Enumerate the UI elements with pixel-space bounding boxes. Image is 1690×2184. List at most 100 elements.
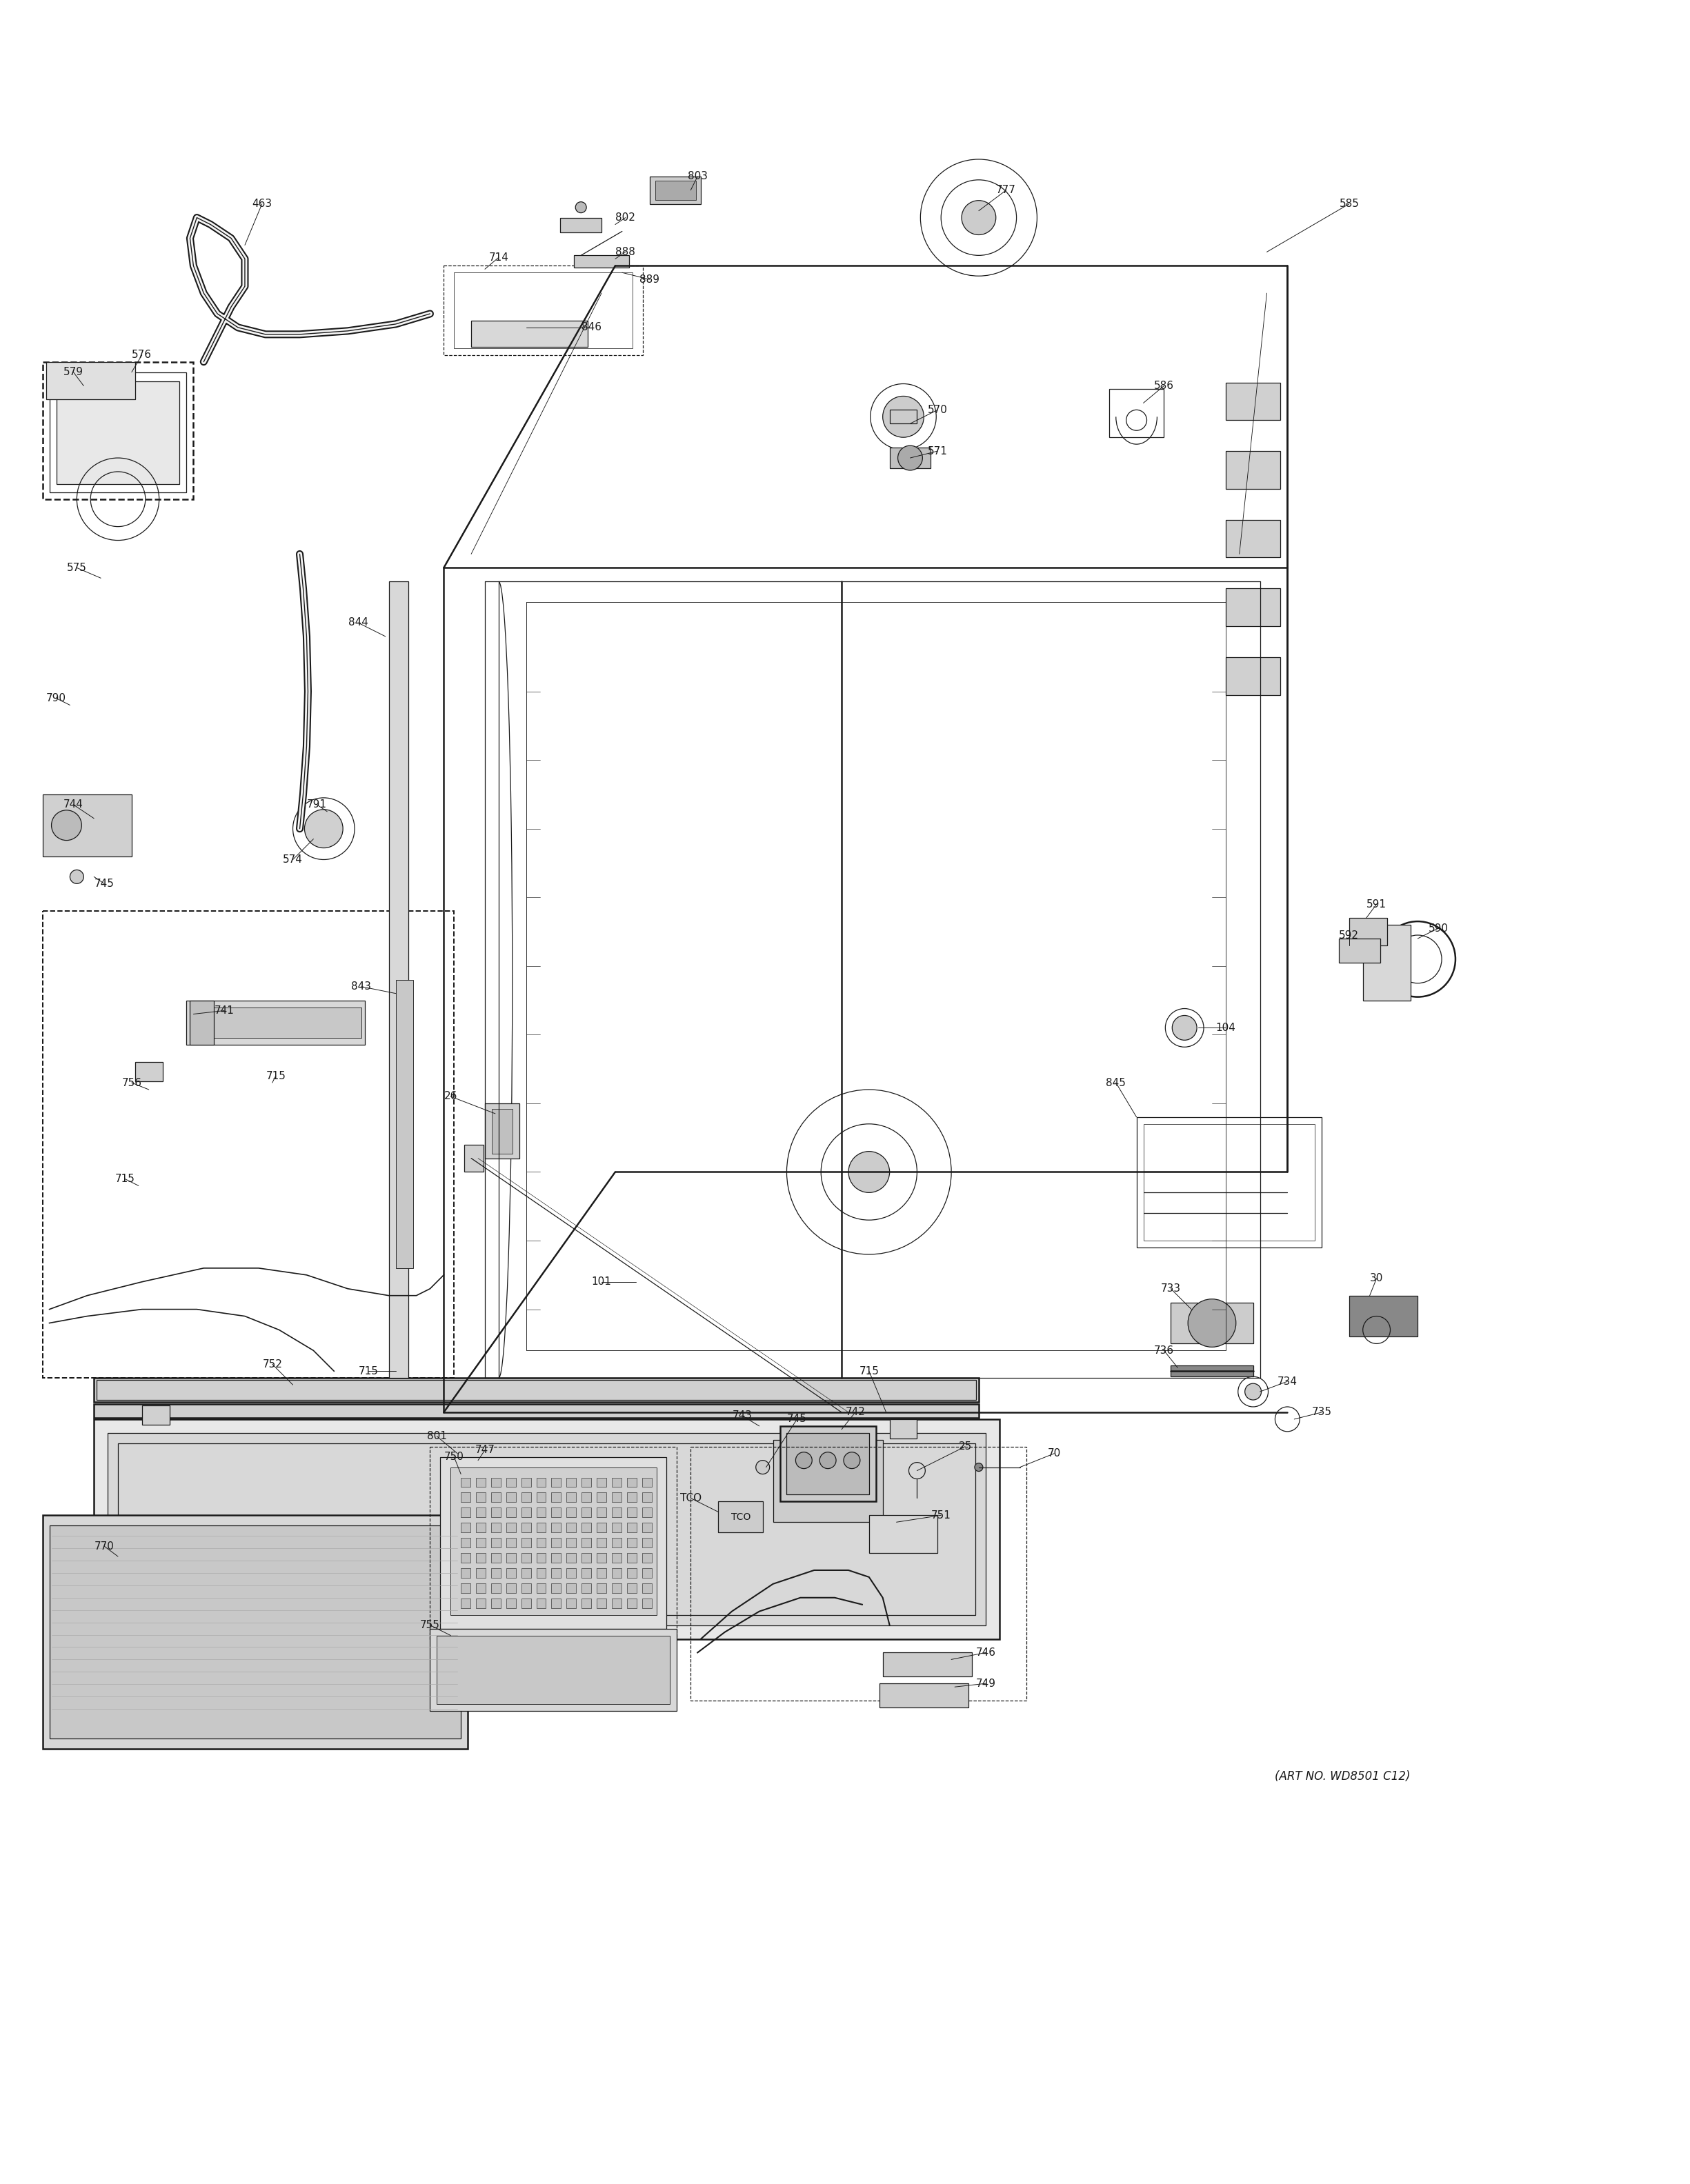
- Bar: [95, 1420, 999, 1638]
- Text: 715: 715: [115, 1173, 135, 1184]
- Bar: [642, 1553, 652, 1564]
- Bar: [551, 1553, 561, 1564]
- Text: 574: 574: [282, 854, 303, 865]
- Bar: [56, 380, 179, 485]
- Bar: [492, 1109, 512, 1153]
- Bar: [612, 1479, 622, 1487]
- Bar: [597, 1538, 607, 1548]
- Bar: [889, 411, 918, 424]
- Bar: [521, 1599, 531, 1607]
- Bar: [1338, 939, 1381, 963]
- Bar: [42, 911, 455, 1378]
- Bar: [118, 1444, 975, 1614]
- Bar: [627, 1583, 637, 1592]
- Bar: [612, 1583, 622, 1592]
- Bar: [461, 1479, 470, 1487]
- Circle shape: [69, 869, 84, 885]
- Bar: [566, 1553, 576, 1564]
- Bar: [627, 1568, 637, 1577]
- Text: 734: 734: [1278, 1376, 1298, 1387]
- Bar: [581, 1583, 592, 1592]
- Bar: [1349, 917, 1387, 946]
- Bar: [472, 321, 588, 347]
- Bar: [492, 1599, 500, 1607]
- Bar: [461, 1568, 470, 1577]
- Text: 26: 26: [444, 1092, 458, 1101]
- Bar: [507, 1507, 515, 1518]
- Text: 777: 777: [995, 186, 1016, 194]
- Text: 570: 570: [928, 404, 948, 415]
- Bar: [718, 1503, 762, 1533]
- Bar: [627, 1479, 637, 1487]
- Text: 746: 746: [975, 1647, 995, 1658]
- Bar: [551, 1568, 561, 1577]
- Bar: [1225, 452, 1281, 489]
- Circle shape: [304, 810, 343, 847]
- Text: 733: 733: [1161, 1284, 1181, 1293]
- Circle shape: [576, 201, 586, 212]
- Text: 741: 741: [215, 1005, 235, 1016]
- Bar: [581, 1507, 592, 1518]
- Bar: [389, 581, 407, 1378]
- Bar: [566, 1479, 576, 1487]
- Text: 749: 749: [975, 1677, 995, 1688]
- Circle shape: [882, 395, 924, 437]
- Bar: [461, 1507, 470, 1518]
- Bar: [627, 1522, 637, 1533]
- Bar: [461, 1553, 470, 1564]
- Bar: [96, 1380, 977, 1400]
- Bar: [581, 1492, 592, 1503]
- Bar: [492, 1492, 500, 1503]
- Text: 803: 803: [688, 170, 708, 181]
- Bar: [612, 1507, 622, 1518]
- Bar: [551, 1492, 561, 1503]
- Bar: [507, 1553, 515, 1564]
- Text: 25: 25: [958, 1441, 972, 1452]
- Text: 752: 752: [262, 1358, 282, 1369]
- Bar: [507, 1599, 515, 1607]
- Bar: [566, 1522, 576, 1533]
- Bar: [135, 1061, 162, 1081]
- Circle shape: [796, 1452, 813, 1468]
- Bar: [1136, 1116, 1322, 1247]
- Bar: [492, 1538, 500, 1548]
- Bar: [627, 1553, 637, 1564]
- Text: 735: 735: [1311, 1406, 1332, 1417]
- Bar: [536, 1599, 546, 1607]
- Bar: [581, 1599, 592, 1607]
- Bar: [627, 1507, 637, 1518]
- Bar: [627, 1599, 637, 1607]
- Text: 845: 845: [1105, 1077, 1126, 1088]
- Text: 889: 889: [639, 275, 659, 284]
- Bar: [477, 1599, 485, 1607]
- Circle shape: [897, 446, 923, 470]
- Bar: [612, 1522, 622, 1533]
- Bar: [477, 1553, 485, 1564]
- Bar: [882, 1653, 972, 1677]
- Bar: [536, 1492, 546, 1503]
- Bar: [581, 1538, 592, 1548]
- Bar: [455, 273, 632, 347]
- Text: 743: 743: [732, 1411, 752, 1422]
- Bar: [507, 1522, 515, 1533]
- Polygon shape: [444, 266, 615, 568]
- Bar: [551, 1507, 561, 1518]
- Text: 888: 888: [615, 247, 635, 258]
- Text: 844: 844: [348, 618, 368, 627]
- Bar: [438, 1636, 671, 1704]
- Bar: [597, 1522, 607, 1533]
- Bar: [597, 1479, 607, 1487]
- Bar: [612, 1568, 622, 1577]
- Bar: [597, 1599, 607, 1607]
- Bar: [642, 1583, 652, 1592]
- Text: 801: 801: [428, 1431, 446, 1441]
- Bar: [1171, 1365, 1252, 1376]
- Circle shape: [755, 1461, 769, 1474]
- Bar: [1225, 382, 1281, 419]
- Text: 745: 745: [788, 1413, 806, 1424]
- Bar: [561, 218, 602, 234]
- Bar: [492, 1583, 500, 1592]
- Bar: [477, 1538, 485, 1548]
- Circle shape: [848, 1151, 889, 1192]
- Bar: [551, 1479, 561, 1487]
